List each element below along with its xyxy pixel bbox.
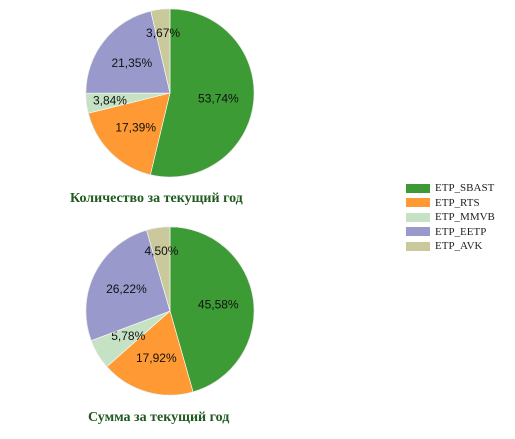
pie-slice-etp-avk[interactable]: [146, 226, 171, 312]
pie-label-etp-mmvb: 3,84%: [93, 93, 127, 107]
pie-outline: [85, 8, 255, 178]
pie-chart-sum: 45,58% 17,92% 5,78% 26,22% 4,50%: [0, 225, 340, 410]
legend-label: ETP_MMVB: [435, 211, 495, 224]
pie-label-etp-rts: 17,39%: [115, 121, 156, 135]
chart-legend: ETP_SBAST ETP_RTS ETP_MMVB ETP_EETP ETP_…: [406, 181, 495, 254]
legend-label: ETP_EETP: [435, 225, 487, 238]
legend-swatch-etp-sbast: [406, 183, 430, 193]
pie-chart-count: 53,74% 17,39% 3,84% 21,35% 3,67%: [0, 0, 340, 215]
legend-swatch-etp-mmvb: [406, 212, 430, 222]
legend-item: ETP_EETP: [406, 225, 495, 240]
pie-slice-etp-sbast[interactable]: [150, 8, 255, 178]
legend-swatch-etp-rts: [406, 198, 430, 208]
pie-slice-etp-sbast[interactable]: [169, 226, 255, 393]
legend-item: ETP_RTS: [406, 196, 495, 211]
pie-label-etp-eetp: 26,22%: [106, 282, 147, 296]
pie-slice-etp-eetp[interactable]: [85, 10, 171, 94]
pie-slice-etp-rts[interactable]: [106, 310, 194, 396]
chart-title-sum: Сумма за текущий год: [88, 410, 230, 425]
pie-label-etp-rts: 17,92%: [136, 351, 177, 365]
pie-label-etp-mmvb: 5,78%: [111, 329, 145, 343]
pie-count-svg: 53,74% 17,39% 3,84% 21,35% 3,67%: [85, 8, 255, 178]
legend-label: ETP_SBAST: [435, 182, 495, 195]
legend-item: ETP_AVK: [406, 239, 495, 254]
legend-swatch-etp-eetp: [406, 227, 430, 237]
pie-slice-etp-eetp[interactable]: [85, 229, 171, 341]
pie-slice-etp-avk[interactable]: [150, 8, 171, 94]
pie-label-etp-avk: 3,67%: [146, 26, 180, 40]
legend-swatch-etp-avk: [406, 241, 430, 251]
legend-label: ETP_AVK: [435, 240, 483, 253]
pie-label-etp-avk: 4,50%: [144, 244, 178, 258]
chart-title-count: Количество за текущий год: [70, 191, 243, 206]
pie-label-etp-eetp: 21,35%: [111, 56, 152, 70]
legend-label: ETP_RTS: [435, 196, 480, 209]
pie-sum-svg: 45,58% 17,92% 5,78% 26,22% 4,50%: [85, 226, 255, 396]
pie-outline: [85, 226, 255, 396]
legend-item: ETP_MMVB: [406, 210, 495, 225]
pie-slice-etp-rts[interactable]: [88, 92, 171, 176]
legend-item: ETP_SBAST: [406, 181, 495, 196]
pie-label-etp-sbast: 45,58%: [198, 297, 239, 311]
pie-label-etp-sbast: 53,74%: [198, 92, 239, 106]
